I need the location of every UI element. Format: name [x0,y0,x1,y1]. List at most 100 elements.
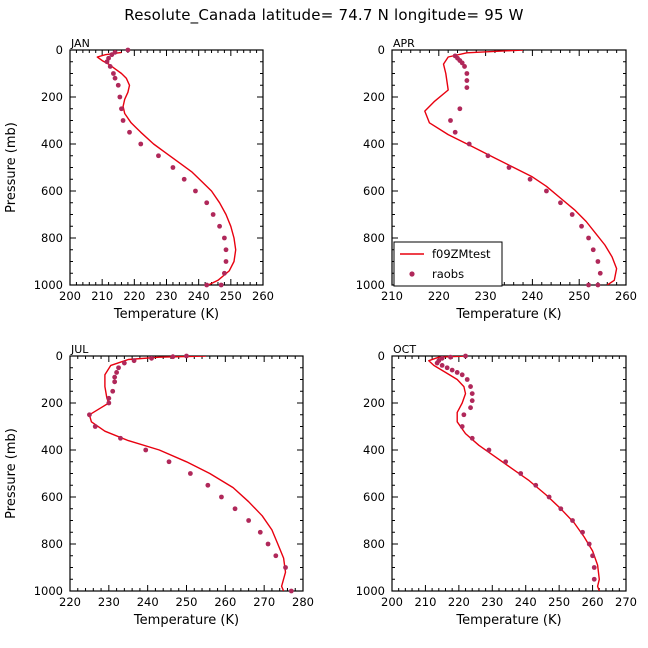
data-point-raobs [149,355,154,361]
x-axis-label: Temperature (K) [455,307,561,322]
y-tick-label: 200 [41,90,63,104]
y-tick-label: 400 [41,137,63,151]
data-point-raobs [580,529,585,535]
data-point-raobs [454,370,460,375]
x-axis-label: Temperature (K) [113,307,219,322]
panel-label: JUL [70,343,89,356]
x-tick-label: 240 [188,289,210,303]
data-point-raobs [558,200,563,206]
x-axis-label: Temperature (K) [455,613,561,628]
data-point-raobs [591,565,597,570]
data-point-raobs [193,188,198,194]
y-tick-label: 1000 [356,278,385,292]
data-point-raobs [586,541,592,547]
x-tick-label: 260 [615,289,637,303]
x-tick-label: 260 [582,595,604,609]
series-line-f09zmtest [96,51,237,285]
data-point-raobs [464,377,470,382]
data-point-raobs [219,494,224,500]
data-point-raobs [222,270,227,276]
panel-label: APR [393,37,415,50]
data-point-raobs [503,459,509,465]
data-point-raobs [109,52,115,58]
data-point-raobs [283,565,288,570]
y-tick-label: 200 [363,90,385,104]
y-tick-label: 200 [363,396,385,410]
x-tick-label: 250 [568,289,590,303]
legend-point-swatch [409,271,415,277]
data-point-raobs [187,471,193,476]
x-tick-label: 230 [98,595,120,609]
y-tick-label: 800 [363,537,385,551]
data-point-raobs [223,259,229,264]
data-point-raobs [138,141,144,147]
y-tick-label: 400 [41,443,63,457]
series-line-f09zmtest [88,356,287,591]
data-point-raobs [217,223,222,229]
data-point-raobs [544,188,549,194]
y-tick-label: 600 [363,490,385,504]
data-point-raobs [112,75,118,81]
x-tick-label: 220 [59,595,81,609]
data-point-raobs [273,553,279,559]
x-tick-label: 250 [548,595,570,609]
data-point-raobs [444,365,450,371]
data-point-raobs [452,129,458,135]
data-point-raobs [485,153,491,159]
y-tick-label: 600 [363,184,385,198]
x-axis-label: Temperature (K) [133,613,239,628]
data-point-raobs [469,391,475,396]
data-point-raobs [466,141,472,147]
data-point-raobs [462,64,467,69]
data-point-raobs [112,374,118,380]
x-tick-label: 200 [381,595,403,609]
y-tick-label: 0 [56,43,63,57]
data-point-raobs [112,379,118,385]
plot-frame [69,49,264,286]
series-line-f09zmtest [424,50,618,285]
data-point-raobs [110,388,116,394]
data-point-raobs [439,355,445,361]
data-point-raobs [181,176,187,182]
data-point-raobs [597,270,603,276]
panel-apr: 210 220 230 240 250 260 0 200 400 600 800 1000 APR Te… [356,37,637,322]
legend-box [393,241,503,287]
data-point-raobs [448,354,453,360]
data-point-raobs [486,447,492,453]
panel-label: JAN [70,37,90,50]
y-tick-label: 0 [378,349,385,363]
x-tick-label: 260 [252,289,274,303]
x-tick-label: 230 [156,289,178,303]
series-line-f09zmtest [428,356,600,591]
panel-jan: 200 210 220 230 240 250 260 0 200 400 600 800 1000 JA… [4,37,274,322]
data-point-raobs [457,106,463,112]
data-point-raobs [125,47,131,53]
data-point-raobs [257,529,263,535]
data-point-raobs [434,360,440,366]
data-point-raobs [527,176,533,182]
x-tick-label: 230 [475,289,497,303]
data-point-raobs [170,165,176,170]
y-tick-label: 800 [41,231,63,245]
data-point-raobs [558,506,564,512]
y-axis-label: Pressure (mb) [4,122,19,213]
data-point-raobs [459,424,465,429]
plot-frame [69,355,304,592]
data-point-raobs [533,482,539,488]
y-tick-label: 200 [41,396,63,410]
y-tick-label: 1000 [34,278,63,292]
data-point-raobs [506,165,512,170]
data-point-raobs [468,384,473,389]
data-point-raobs [595,259,601,264]
data-point-raobs [204,282,210,288]
y-tick-label: 1000 [356,584,385,598]
x-tick-label: 230 [481,595,503,609]
data-point-raobs [156,153,161,159]
data-point-raobs [439,363,445,368]
data-point-raobs [463,353,468,359]
data-point-raobs [232,506,238,512]
data-point-raobs [469,435,475,441]
x-tick-label: 240 [515,595,537,609]
data-point-raobs [222,235,227,241]
y-tick-label: 400 [363,137,385,151]
